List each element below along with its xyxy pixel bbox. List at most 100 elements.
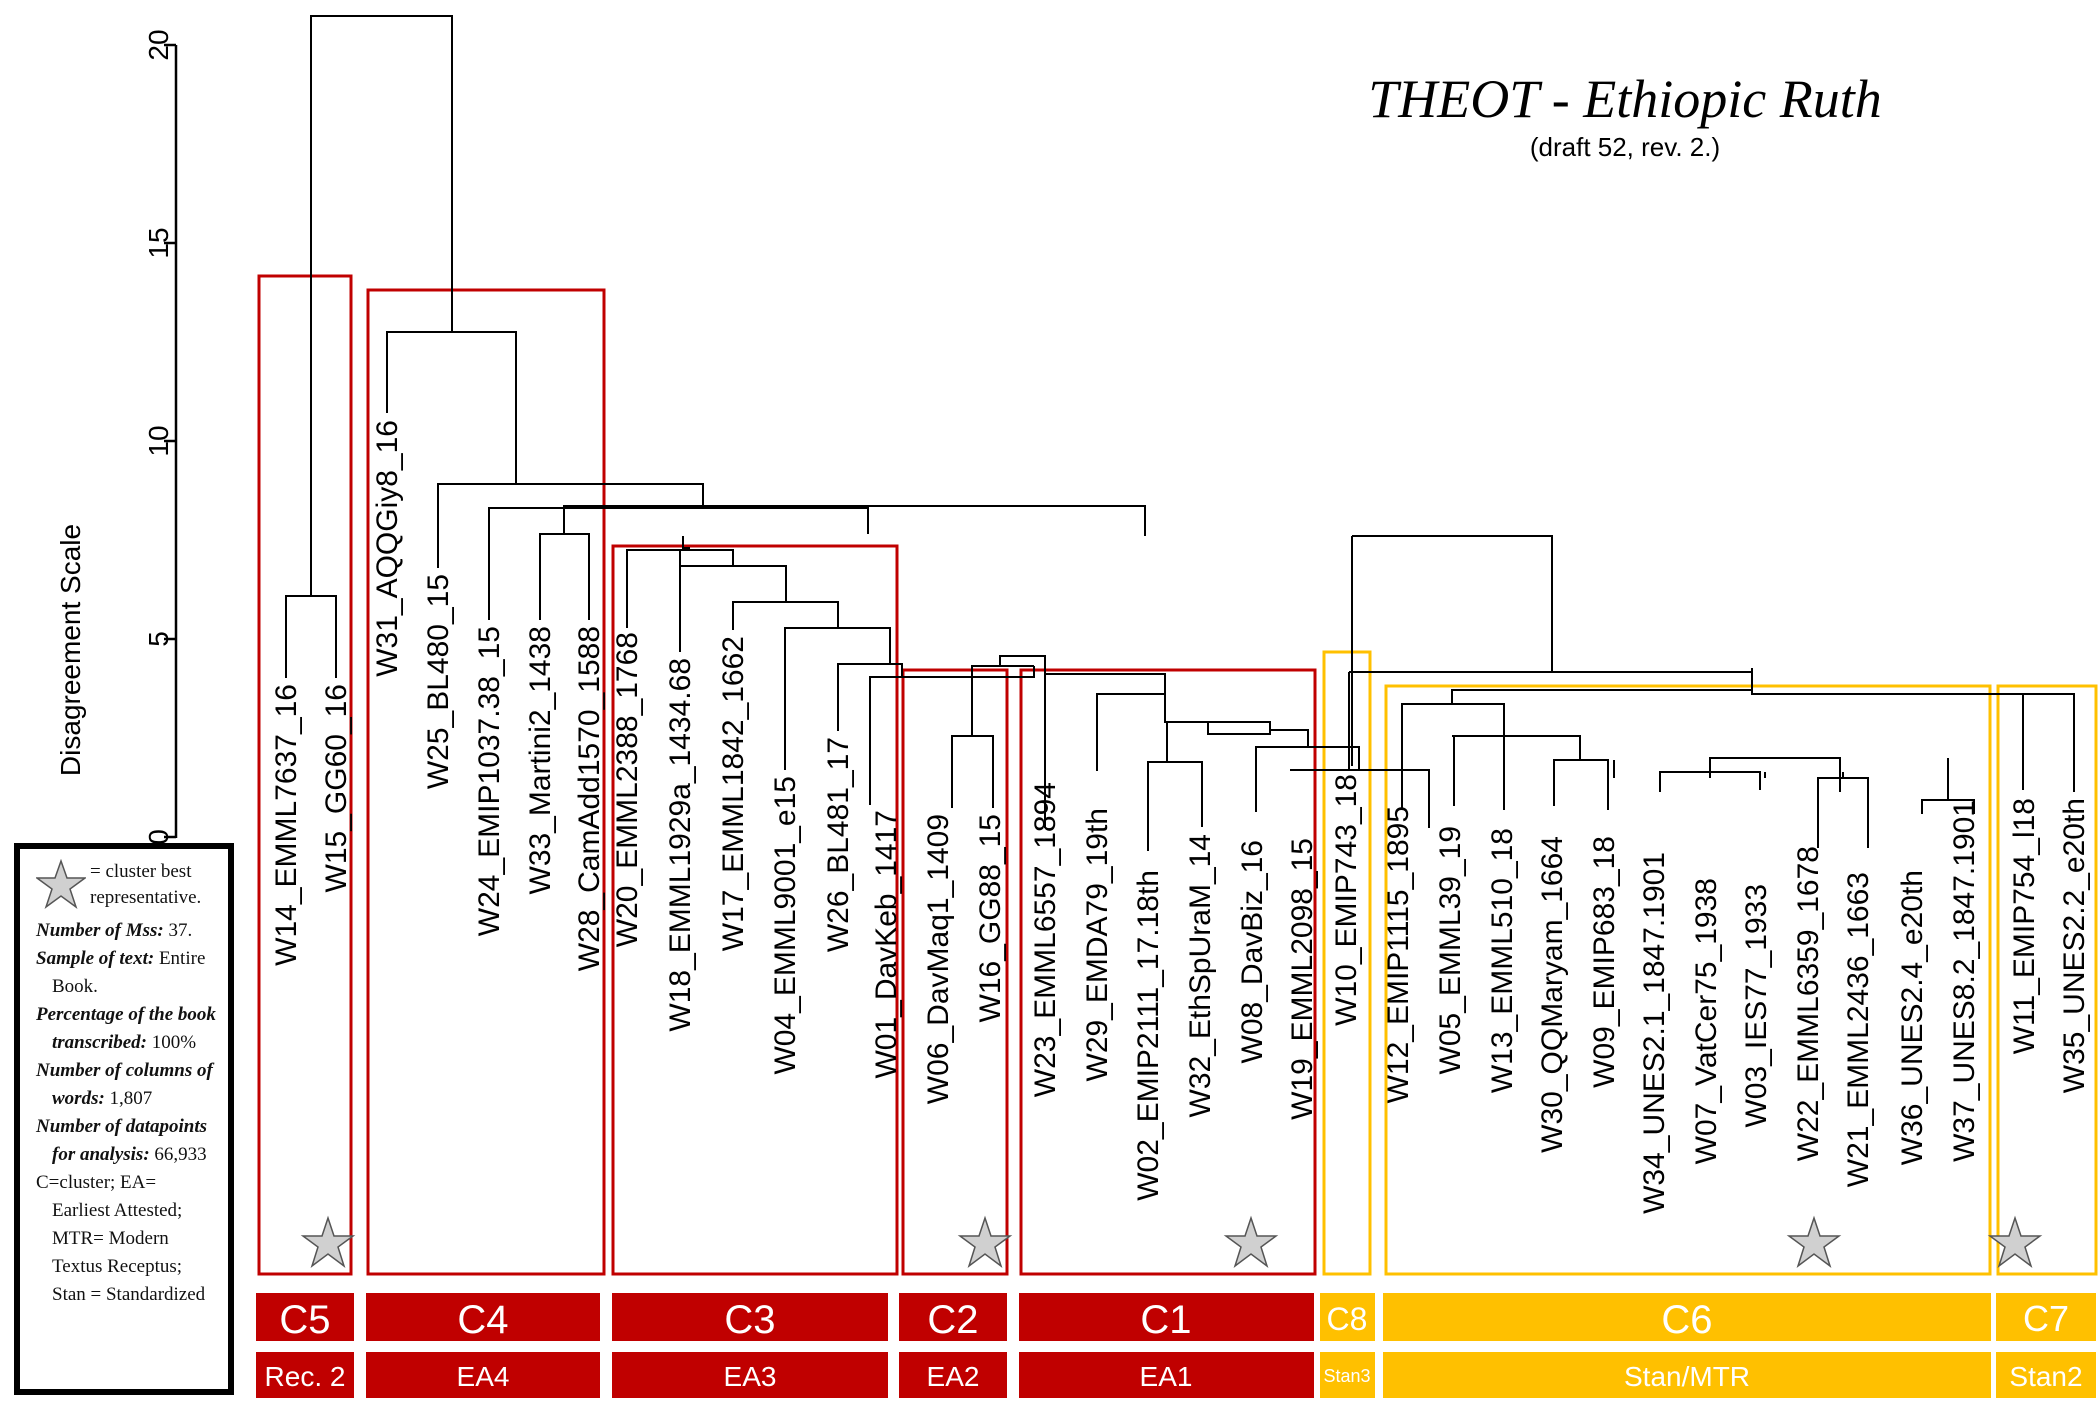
- legend-item: Sample of text: Entire Book.: [36, 945, 218, 1001]
- leaf-label: W29_EMDA79_19th: [1081, 808, 1114, 1082]
- leaf-label: W24_EMIP1037.38_15: [473, 626, 506, 936]
- leaf-label: W20_EMML2388_1768: [611, 632, 644, 947]
- leaf-label: W02_EMIP2111_17.18th: [1132, 870, 1165, 1201]
- leaf-label: W34_UNES2.1_1847.1901: [1638, 852, 1671, 1214]
- leaf-label: W23_EMML6557_1894: [1029, 782, 1062, 1097]
- tree-branches: [285, 15, 2075, 851]
- legend-item: Number of columns of words: 1,807: [36, 1057, 218, 1113]
- y-tick-label: 5: [143, 631, 174, 647]
- cluster-box-c5: [257, 274, 353, 1276]
- legend-value: 66,933: [154, 1144, 207, 1165]
- cluster-bar-c3: [612, 1293, 888, 1341]
- chart-title: THEOT - Ethiopic Ruth: [1368, 69, 1882, 129]
- cluster-label-bar-c1: [1019, 1352, 1314, 1398]
- legend-value: C=cluster; EA= Earliest Attested; MTR= M…: [36, 1172, 206, 1305]
- leaf-labels: W14_EMML7637_16 W15_GG60_16 W31_AQQGiy8_…: [270, 420, 2091, 1214]
- leaf-label: W18_EMML1929a_1434.68: [664, 658, 697, 1032]
- star-icon: [1786, 1215, 1842, 1269]
- cluster-label-bar-c4: [366, 1352, 600, 1398]
- leaf-label: W11_EMIP754_l18: [2008, 798, 2041, 1054]
- leaf-label: W35_UNES2.2_e20th: [2058, 798, 2091, 1093]
- leaf-label: W21_EMML2436_1663: [1842, 872, 1875, 1187]
- leaf-label: W14_EMML7637_16: [270, 684, 303, 966]
- leaf-label: W28_CamAdd1570_1588: [573, 626, 606, 971]
- cluster-boxes: [257, 274, 2098, 1276]
- cluster-name: C8: [1327, 1301, 1368, 1337]
- cluster-label: EA4: [457, 1361, 510, 1392]
- leaf-label: W26_BL481_17: [822, 737, 855, 952]
- leaf-label: W36_UNES2.4_e20th: [1896, 870, 1929, 1165]
- cluster-bar-c8: [1320, 1293, 1375, 1341]
- cluster-name: C1: [1140, 1298, 1191, 1342]
- cluster-label: Stan/MTR: [1624, 1361, 1750, 1392]
- leaf-label: W17_EMML1842_1662: [717, 636, 750, 951]
- cluster-label-bar-c6: [1383, 1352, 1991, 1398]
- legend-value: Entire Book.: [52, 948, 206, 997]
- cluster-bar-c4: [366, 1293, 600, 1341]
- star-icon: [1223, 1215, 1279, 1269]
- cluster-box-c2: [901, 668, 1009, 1276]
- legend-value: 100%: [151, 1032, 197, 1053]
- cluster-label: Stan2: [2009, 1361, 2082, 1392]
- star-icon: [300, 1215, 356, 1269]
- leaf-label: W32_EthSpUraM_14: [1184, 834, 1217, 1117]
- leaf-label: W22_EMML6359_1678: [1792, 846, 1825, 1161]
- cluster-bar-c7: [1996, 1293, 2096, 1341]
- leaf-label: W25_BL480_15: [422, 574, 455, 789]
- cluster-label: EA2: [927, 1361, 980, 1392]
- cluster-label: EA1: [1140, 1361, 1193, 1392]
- cluster-label: Stan3: [1323, 1366, 1370, 1386]
- legend-key: Number of columns of words:: [36, 1060, 213, 1109]
- leaf-label: W15_GG60_16: [320, 684, 353, 892]
- cluster-name: C3: [724, 1298, 775, 1342]
- cluster-label: EA3: [724, 1361, 777, 1392]
- leaf-label: W07_VatCer75_1938: [1690, 878, 1723, 1164]
- leaf-label: W19_EMML2098_15: [1286, 838, 1319, 1120]
- cluster-box-c7: [1996, 684, 2098, 1276]
- legend-star-note: = cluster best representative.: [90, 861, 202, 908]
- y-tick-label: 0: [143, 829, 174, 845]
- star-icon: [957, 1215, 1013, 1269]
- leaf-label: W06_DavMaq1_1409: [922, 814, 955, 1104]
- cluster-label-bar-c2: [899, 1352, 1007, 1398]
- cluster-bar-c6: [1383, 1293, 1991, 1341]
- y-tick-label: 15: [143, 227, 174, 258]
- star-icon: [36, 859, 86, 909]
- legend-key: Number of Mss:: [36, 920, 164, 941]
- legend-item: Number of datapoints for analysis: 66,93…: [36, 1113, 218, 1169]
- legend-key: Sample of text:: [36, 948, 155, 969]
- leaf-label: W37_UNES8.2_1847.1901: [1948, 800, 1981, 1162]
- cluster-label-bar-c5: [256, 1352, 354, 1398]
- leaf-label: W12_EMIP1115_1895: [1382, 806, 1415, 1103]
- cluster-name: C6: [1661, 1298, 1712, 1342]
- cluster-bar-c1: [1019, 1293, 1314, 1341]
- cluster-box-c6: [1384, 684, 1992, 1276]
- leaf-label: W30_QQMaryam_1664: [1536, 836, 1569, 1153]
- cluster-box-c8: [1322, 650, 1372, 1276]
- cluster-bar-c5: [256, 1293, 354, 1341]
- y-axis: 20 15 10 5 0 Disagreement Scale: [55, 29, 178, 845]
- cluster-name: C7: [2023, 1298, 2069, 1339]
- cluster-box-c1: [1019, 668, 1317, 1276]
- leaf-label: W33_Martini2_1438: [524, 626, 557, 895]
- legend-box: = cluster best representative. Number of…: [14, 843, 234, 1395]
- cluster-name: C2: [927, 1298, 978, 1342]
- legend-star-row: = cluster best representative.: [36, 859, 218, 911]
- leaf-label: W16_GG88_15: [974, 814, 1007, 1022]
- y-axis-label: Disagreement Scale: [55, 524, 86, 776]
- cluster-label-bar-c3: [612, 1352, 888, 1398]
- chart-subtitle: (draft 52, rev. 2.): [1529, 132, 1721, 162]
- cluster-label-bar-c8: [1320, 1352, 1375, 1398]
- leaf-label: W03_IES77_1933: [1740, 884, 1773, 1128]
- legend-item: C=cluster; EA= Earliest Attested; MTR= M…: [36, 1169, 218, 1309]
- leaf-label: W13_EMML510_18: [1486, 828, 1519, 1093]
- cluster-name: C5: [279, 1298, 330, 1342]
- star-markers: [300, 1215, 2043, 1269]
- y-tick-label: 20: [143, 29, 174, 60]
- cluster-label: Rec. 2: [265, 1361, 346, 1392]
- legend-item: Number of Mss: 37.: [36, 917, 218, 945]
- star-icon: [1987, 1215, 2043, 1269]
- cluster-label-bar-c7: [1996, 1352, 2096, 1398]
- legend-item: Percentage of the book transcribed: 100%: [36, 1001, 218, 1057]
